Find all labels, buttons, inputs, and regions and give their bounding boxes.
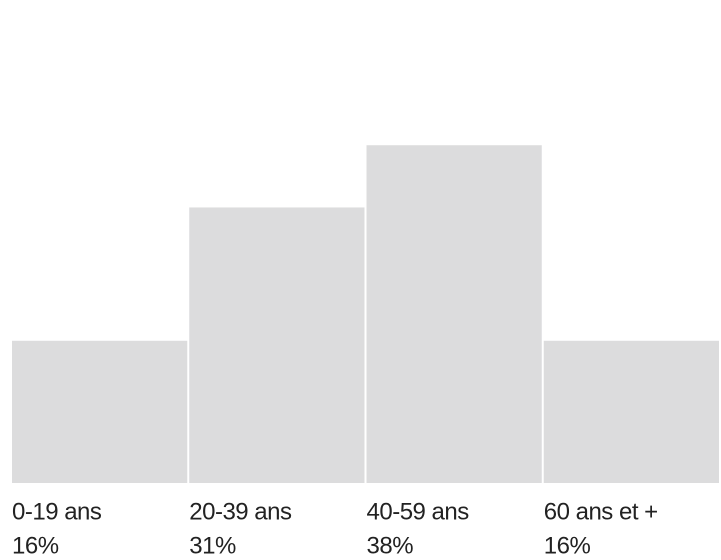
- category-label: 0-19 ans: [12, 498, 102, 525]
- value-label: 38%: [367, 532, 414, 559]
- category-label: 40-59 ans: [367, 498, 470, 525]
- value-label: 16%: [12, 532, 59, 559]
- bar: [189, 207, 365, 483]
- value-label: 31%: [189, 532, 236, 559]
- bar: [12, 340, 188, 483]
- bar: [366, 145, 542, 483]
- value-label: 16%: [544, 532, 591, 559]
- category-label: 20-39 ans: [189, 498, 292, 525]
- category-label: 60 ans et +: [544, 498, 658, 525]
- bar: [543, 340, 719, 483]
